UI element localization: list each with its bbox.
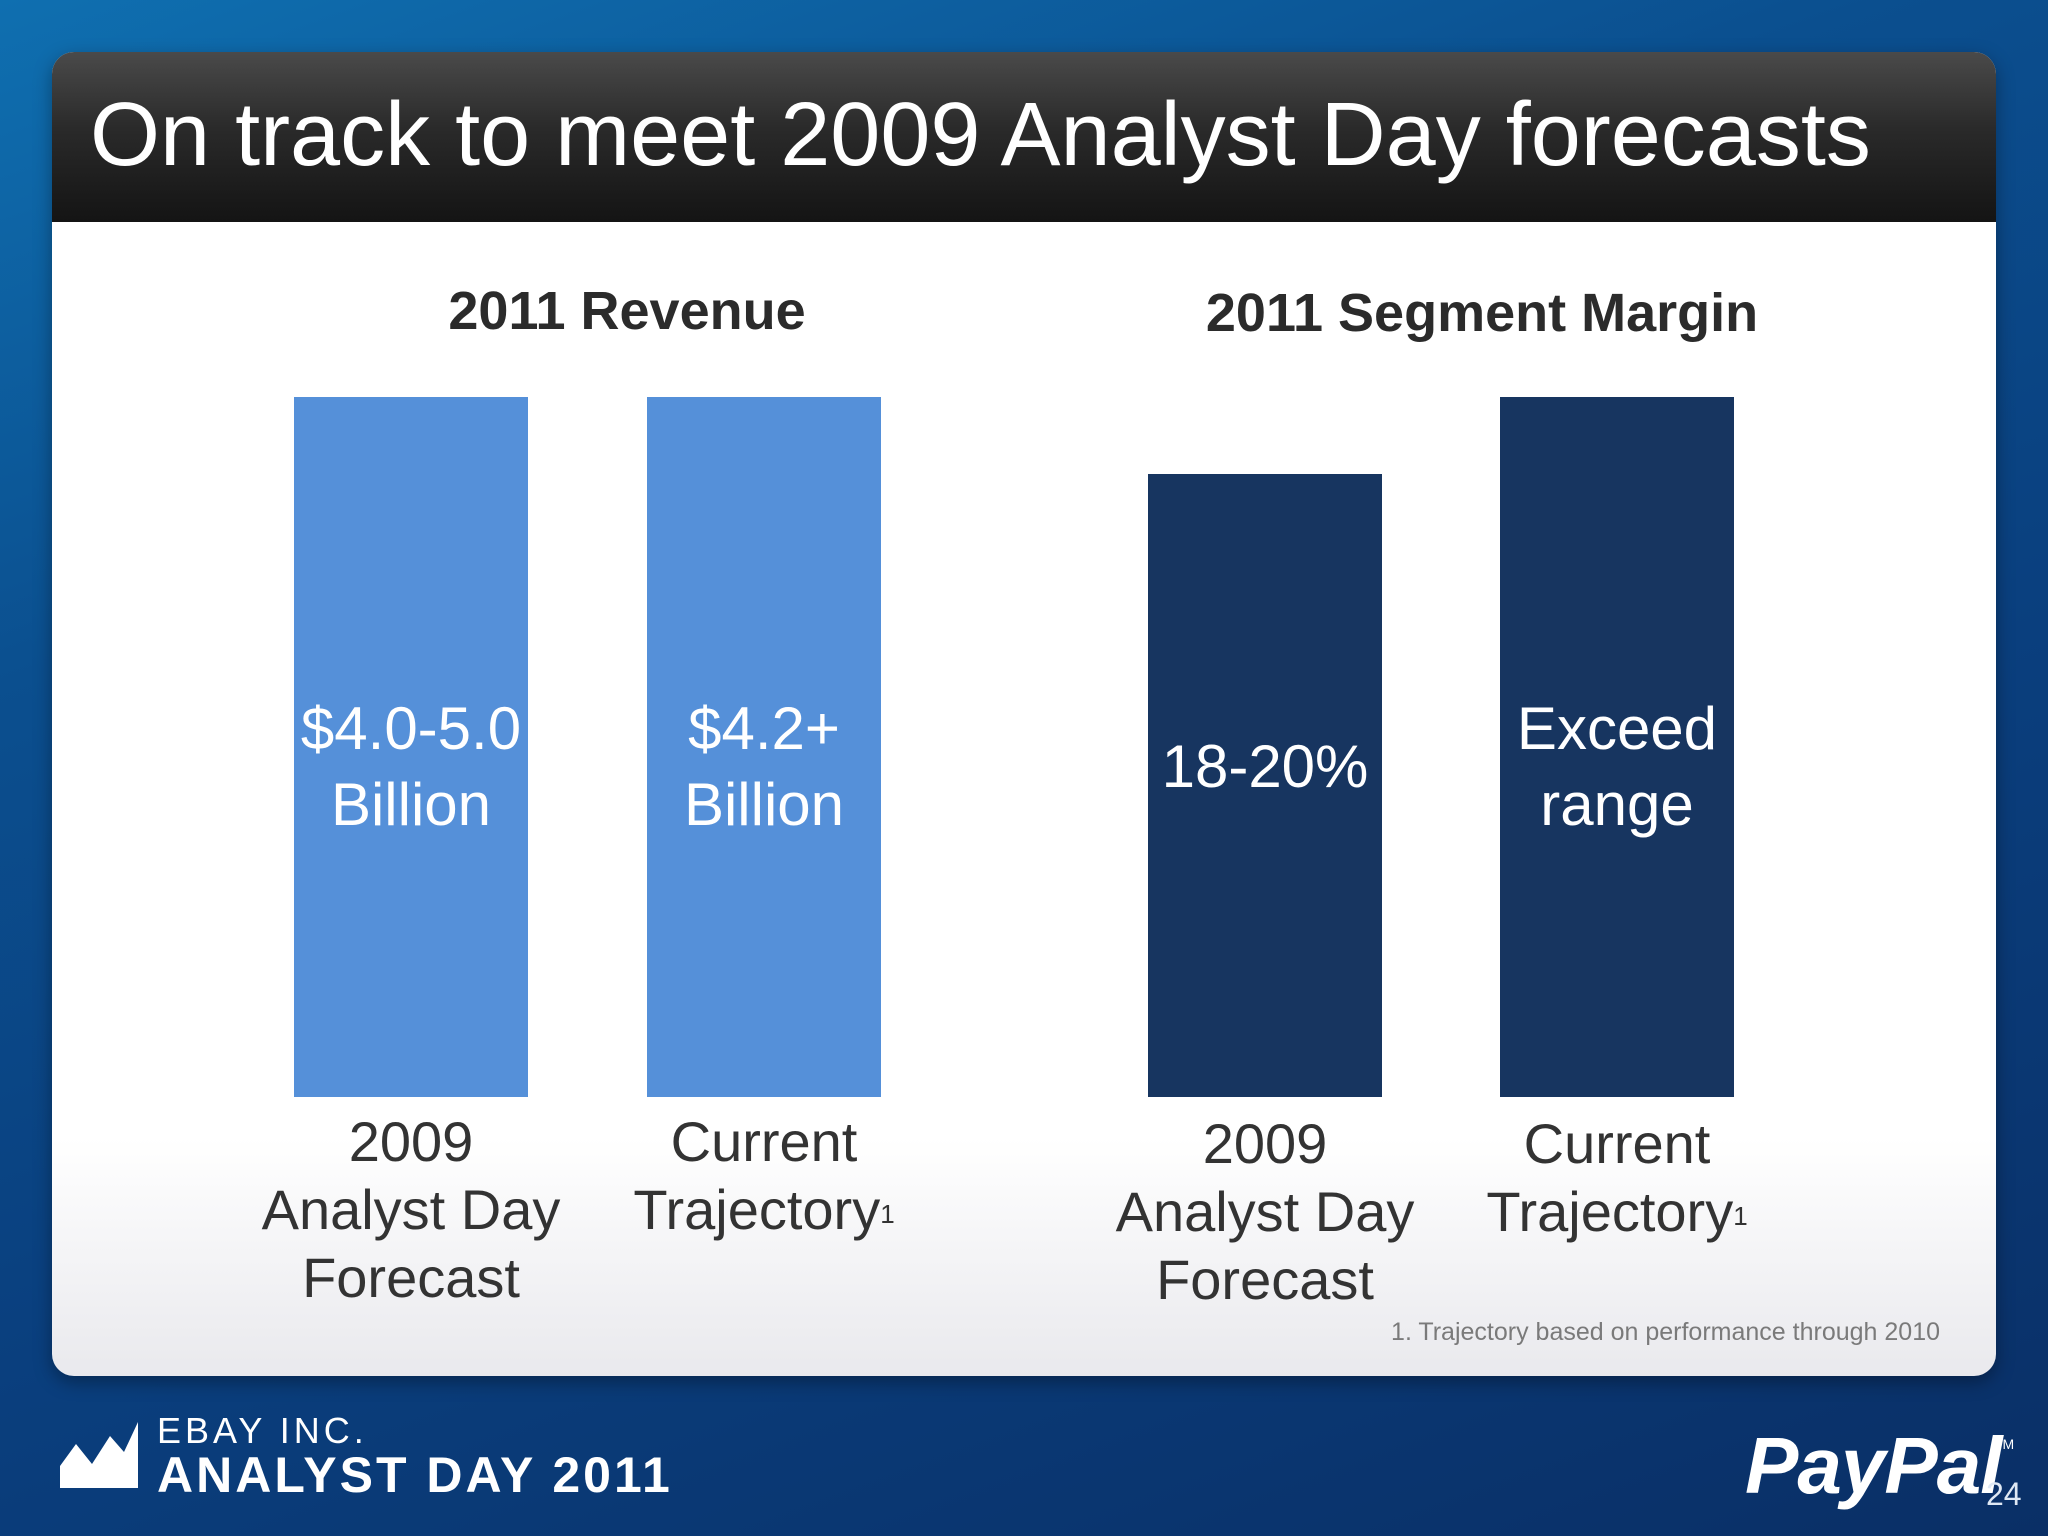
title-bar: On track to meet 2009 Analyst Day foreca… [52, 52, 1996, 222]
margin-chart-title: 2011 Segment Margin [1205, 283, 1759, 343]
trademark-mark: TM [1994, 1436, 2015, 1452]
chart-0-category-text-0: 2009 Analyst Day Forecast [261, 1110, 561, 1309]
chart-1-footnote-marker-1: 1 [1733, 1201, 1748, 1231]
brand-company: EBAY INC. [157, 1410, 368, 1451]
chart-1-bar-1-data-label: Exceed range [1516, 695, 1718, 838]
revenue-chart-title: 2011 Revenue [448, 281, 806, 341]
chart-0-bar-1-data-label: $4.2+ Billion [683, 695, 845, 838]
chart-0-category-label-0: 2009 Analyst Day Forecast [221, 1108, 601, 1312]
footnote: 1. Trajectory based on performance throu… [1391, 1318, 1940, 1346]
chart-1-category-text-1: Current Trajectory [1486, 1112, 1734, 1243]
ebay-analyst-day-logo-icon [60, 1422, 138, 1488]
page-number: 24 [1986, 1476, 2022, 1512]
chart-1-category-label-0: 2009 Analyst Day Forecast [1075, 1110, 1455, 1314]
chart-0-category-text-1: Current Trajectory [633, 1110, 881, 1241]
chart-0-footnote-marker-1: 1 [880, 1199, 895, 1229]
chart-0-bar-1 [647, 397, 881, 1097]
chart-1-bar-0-data-label: 18-20% [1161, 733, 1369, 800]
chart-1-bar-0 [1148, 474, 1382, 1097]
slide-card: On track to meet 2009 Analyst Day foreca… [52, 52, 1996, 1376]
chart-1-bar-1 [1500, 397, 1734, 1097]
paypal-logo: PayPal [1745, 1421, 2002, 1510]
chart-0-bar-0-data-label: $4.0-5.0 Billion [300, 695, 522, 838]
chart-1-category-text-0: 2009 Analyst Day Forecast [1115, 1112, 1415, 1311]
chart-0-category-label-1: Current Trajectory1 [574, 1108, 954, 1244]
brand-event: ANALYST DAY 2011 [157, 1447, 673, 1503]
chart-0-bar-0 [294, 397, 528, 1097]
slide-title: On track to meet 2009 Analyst Day foreca… [90, 85, 1871, 185]
chart-1-category-label-1: Current Trajectory1 [1427, 1110, 1807, 1246]
